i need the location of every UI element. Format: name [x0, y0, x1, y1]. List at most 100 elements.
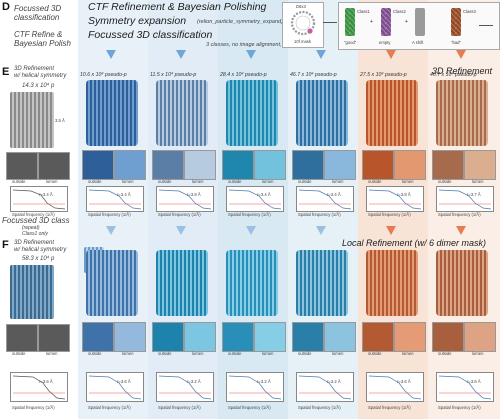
f-lumen-label-2: lumen	[262, 351, 274, 356]
panel-e-left-1: 3D Refinement	[14, 66, 55, 72]
class3-sublabel: "bad"	[451, 40, 461, 45]
e-res-1: r=3.4 Å	[117, 192, 131, 197]
plus-sign-2: +	[405, 19, 408, 25]
arrow-class3-out	[479, 25, 493, 26]
panel-f-left-2: w/ helical symmetry	[14, 247, 67, 253]
f-outside-label-5: outside	[438, 351, 452, 356]
panel-e-left-3: 14.3 x 10⁴ p	[22, 83, 55, 89]
f-slice-outside-2	[222, 322, 254, 352]
f-slice-outside-1	[152, 322, 184, 352]
f-slice-lumen-2	[254, 322, 286, 352]
e-slice-outside-3	[292, 150, 324, 180]
mask-box: D6x3 10f mask	[282, 2, 324, 48]
f-xlabel-4: Spatial frequency (1/Å)	[298, 405, 341, 410]
e-lumen-label-5: lumen	[472, 179, 484, 184]
f-outside-label-0: outside	[88, 351, 102, 356]
panel-f-focus-sub2: Class1 only	[22, 231, 48, 237]
f-fsc-plot-2: r=3.2 Å	[156, 372, 214, 402]
e-count-label-0: 10.6 x 10⁴ pseudo-p	[80, 72, 127, 78]
e-map-5	[436, 80, 488, 146]
e-slice-lumen-2	[254, 150, 286, 180]
e-arrow-5	[456, 50, 466, 59]
f-slice-outside-3	[292, 322, 324, 352]
e-map-4	[366, 80, 418, 146]
f-slice-lumen-5	[464, 322, 496, 352]
class2b-sublabel: A shift	[412, 40, 424, 45]
f-slice-lumen-0	[114, 322, 146, 352]
f-map-2	[226, 250, 278, 316]
class2-sublabel: empty	[379, 40, 391, 45]
e-lumen-label-4: lumen	[402, 179, 414, 184]
class2-map	[381, 8, 391, 36]
e-slice-lumen-4	[394, 150, 426, 180]
e-xlabel-4: Spatial frequency (1/Å)	[298, 212, 341, 217]
e-res-4: r=3.4 Å	[327, 192, 341, 197]
local-refinement-title: Local Refinement (w/ 6 dimer mask)	[342, 238, 487, 248]
e-res-6: r=3.7 Å	[467, 192, 481, 197]
f-map-5	[436, 250, 488, 316]
panel-f-xlabel-0: Spatial frequency (1/Å)	[12, 405, 55, 410]
f-arrow-1	[176, 226, 186, 235]
e-slice-outside-4	[362, 150, 394, 180]
class-group: Class1 "good" + Class2 empty + A shift C…	[338, 2, 500, 50]
plus-sign-1: +	[370, 19, 373, 25]
f-xlabel-3: Spatial frequency (1/Å)	[228, 405, 271, 410]
ctf-refinement-title: CTF Refinement & Bayesian Polishing	[88, 1, 267, 13]
symmetry-expansion-title: Symmetry expansion	[88, 15, 187, 27]
e-count-label-3: 46.7 x 10⁴ pseudo-p	[290, 72, 337, 78]
e-count-label-1: 11.5 x 10⁴ pseudo-p	[150, 72, 197, 78]
panel-e-letter: E	[2, 66, 10, 78]
e-xlabel-5: Spatial frequency (1/Å)	[368, 212, 411, 217]
panel-f-left-1: 3D Refinement	[14, 240, 55, 246]
e-outside-label-3: outside	[298, 179, 312, 184]
f-lumen-label-4: lumen	[402, 351, 414, 356]
panel-e-lumen-label: lumen	[46, 179, 58, 184]
panel-f-res-0: r=3.6 Å	[39, 379, 53, 384]
class3-label: Class3	[463, 9, 476, 14]
f-res-1: r=3.6 Å	[117, 379, 131, 384]
e-fsc-plot-5: r=3.8 Å	[366, 186, 424, 212]
f-map-0	[86, 250, 138, 316]
panel-e-res-0: r=3.4 Å	[39, 192, 53, 197]
e-arrow-4	[386, 50, 396, 59]
class1-map	[345, 8, 355, 36]
panel-d-left-3: CTF Refine &	[14, 30, 63, 39]
e-count-label-4: 27.5 x 10⁴ pseudo-p	[360, 72, 407, 78]
e-outside-label-1: outside	[158, 179, 172, 184]
f-xlabel-1: Spatial frequency (1/Å)	[88, 405, 131, 410]
panel-e-fsc-plot-0: r=3.4 Å	[10, 186, 68, 212]
panel-e-outside-label: outside	[12, 179, 26, 184]
mask-label-top: D6x3	[296, 4, 306, 9]
f-slice-outside-0	[82, 322, 114, 352]
f-map-1	[156, 250, 208, 316]
classification-note: 3 classes, no image alignment, T=10	[206, 42, 296, 48]
f-fsc-plot-1: r=3.6 Å	[86, 372, 144, 402]
e-slice-outside-1	[152, 150, 184, 180]
f-lumen-label-5: lumen	[472, 351, 484, 356]
e-outside-label-4: outside	[368, 179, 382, 184]
e-xlabel-1: Spatial frequency (1/Å)	[88, 212, 131, 217]
f-outside-label-2: outside	[228, 351, 242, 356]
class4-map	[451, 8, 461, 36]
e-xlabel-3: Spatial frequency (1/Å)	[228, 212, 271, 217]
panel-f-lumen-label: lumen	[46, 351, 58, 356]
panel-f-main-map	[10, 265, 54, 319]
e-lumen-label-2: lumen	[262, 179, 274, 184]
f-outside-label-3: outside	[298, 351, 312, 356]
e-fsc-plot-2: r=3.8 Å	[156, 186, 214, 212]
e-slice-lumen-0	[114, 150, 146, 180]
panel-f-focus-sub1: (repeat)	[22, 225, 40, 231]
symmetry-expansion-note: (relion_particle_symmetry_expand)	[197, 19, 283, 25]
panel-e-side-label: 3.5 Å	[55, 118, 65, 123]
f-map-4	[366, 250, 418, 316]
e-lumen-label-0: lumen	[122, 179, 134, 184]
f-fsc-plot-5: r=3.6 Å	[366, 372, 424, 402]
panel-e-slice-lumen	[38, 152, 70, 180]
f-slice-lumen-1	[184, 322, 216, 352]
panel-e-left-2: w/ helical symmetry	[14, 73, 67, 79]
panel-e-main-map	[10, 92, 54, 148]
f-xlabel-2: Spatial frequency (1/Å)	[158, 405, 201, 410]
f-arrow-0	[106, 226, 116, 235]
e-slice-lumen-3	[324, 150, 356, 180]
f-res-2: r=3.2 Å	[187, 379, 201, 384]
